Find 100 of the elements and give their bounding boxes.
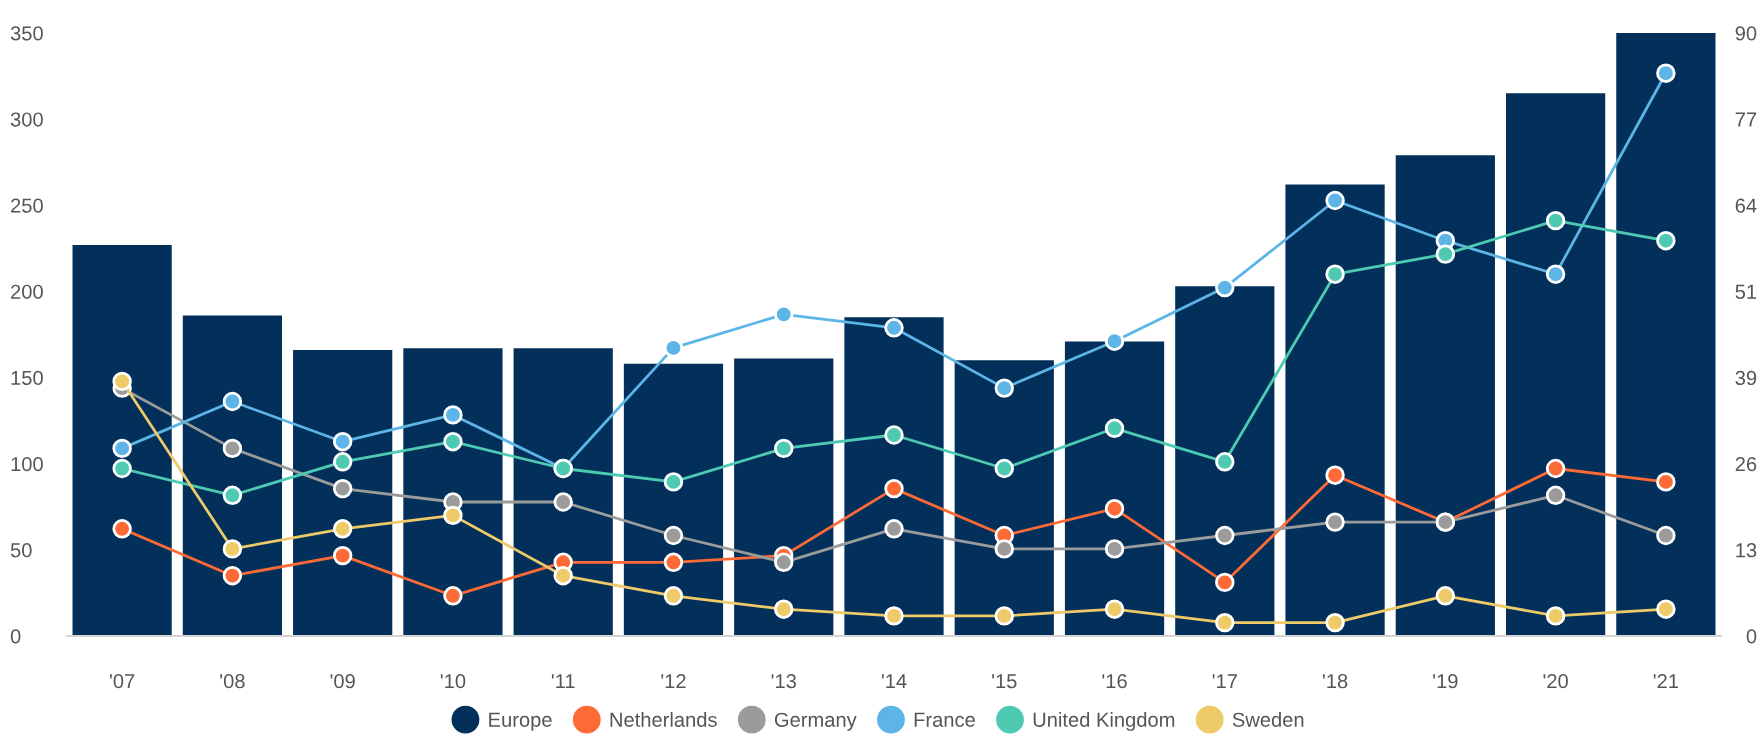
bar bbox=[1616, 33, 1716, 636]
point bbox=[553, 565, 573, 586]
point bbox=[774, 552, 794, 573]
point bbox=[1325, 264, 1345, 284]
point bbox=[994, 458, 1014, 479]
point bbox=[332, 478, 353, 499]
point bbox=[222, 438, 243, 459]
point bbox=[112, 371, 132, 392]
y2-tick-label: 39 bbox=[1735, 370, 1757, 386]
point bbox=[994, 378, 1014, 398]
legend-label: Germany bbox=[774, 712, 857, 731]
point bbox=[222, 565, 243, 586]
y2-tick-label: 77 bbox=[1735, 112, 1757, 127]
point bbox=[443, 586, 463, 606]
legend-label: France bbox=[914, 712, 975, 727]
x-tick-label: '12 bbox=[661, 674, 686, 689]
point bbox=[884, 478, 904, 499]
point bbox=[112, 519, 132, 539]
point bbox=[222, 485, 243, 506]
point bbox=[553, 492, 573, 512]
point bbox=[222, 539, 243, 559]
point bbox=[1215, 612, 1235, 633]
x-tick-label: '08 bbox=[220, 674, 245, 689]
point bbox=[1215, 277, 1235, 298]
bar bbox=[293, 350, 393, 636]
bar bbox=[403, 348, 503, 636]
x-tick-label: '15 bbox=[992, 674, 1017, 689]
point bbox=[1656, 230, 1676, 251]
point bbox=[1656, 63, 1676, 83]
point bbox=[994, 539, 1014, 559]
x-tick-label: '07 bbox=[110, 674, 135, 689]
point bbox=[774, 438, 794, 459]
legend-label: Sweden bbox=[1232, 712, 1304, 727]
point bbox=[332, 545, 353, 566]
point bbox=[1545, 210, 1566, 231]
point bbox=[663, 338, 684, 358]
bar bbox=[1505, 93, 1606, 636]
point bbox=[1104, 498, 1125, 519]
y2-tick-label: 51 bbox=[1735, 284, 1757, 299]
y2-tick-label: 90 bbox=[1735, 26, 1757, 41]
point bbox=[884, 318, 904, 338]
x-tick-label: '13 bbox=[771, 674, 796, 689]
point bbox=[1215, 525, 1235, 546]
x-tick-label: '16 bbox=[1102, 674, 1127, 689]
bar bbox=[734, 358, 834, 636]
bar bbox=[513, 348, 613, 636]
legend-label: United Kingdom bbox=[1033, 712, 1175, 731]
bar bbox=[1285, 184, 1385, 636]
point bbox=[1325, 190, 1345, 211]
y-tick-label: 50 bbox=[10, 543, 32, 558]
point bbox=[1656, 599, 1676, 619]
x-tick-label: '10 bbox=[440, 674, 466, 689]
point bbox=[1325, 612, 1345, 633]
point bbox=[1545, 485, 1566, 506]
point bbox=[443, 431, 463, 452]
x-tick-label: '19 bbox=[1433, 674, 1458, 689]
point bbox=[222, 391, 243, 412]
legend-label: Europe bbox=[489, 712, 552, 731]
point bbox=[1325, 465, 1345, 485]
point bbox=[443, 505, 463, 526]
point bbox=[112, 438, 132, 459]
point bbox=[1656, 472, 1676, 492]
x-tick-label: '21 bbox=[1653, 674, 1679, 689]
point bbox=[1104, 331, 1125, 351]
point bbox=[884, 425, 904, 445]
x-tick-label: '14 bbox=[881, 674, 907, 689]
y-tick-label: 100 bbox=[11, 456, 43, 472]
point bbox=[663, 586, 684, 606]
y2-tick-label: 64 bbox=[1735, 198, 1757, 213]
point bbox=[774, 304, 794, 325]
x-tick-label: '17 bbox=[1212, 674, 1237, 689]
point bbox=[332, 452, 353, 472]
point bbox=[774, 599, 794, 619]
bar bbox=[1175, 286, 1275, 636]
point bbox=[1656, 525, 1676, 546]
y-tick-label: 300 bbox=[10, 112, 43, 127]
point bbox=[1215, 572, 1235, 593]
point bbox=[332, 519, 353, 539]
point bbox=[1545, 458, 1566, 479]
bar bbox=[954, 360, 1054, 636]
point bbox=[884, 519, 904, 539]
point bbox=[884, 606, 904, 626]
point bbox=[1325, 512, 1345, 532]
x-tick-label: '20 bbox=[1543, 674, 1568, 689]
y-tick-label: 200 bbox=[11, 284, 43, 299]
y2-tick-label: 13 bbox=[1736, 543, 1757, 558]
y2-tick-label: 26 bbox=[1735, 456, 1757, 472]
bar bbox=[72, 244, 172, 636]
point bbox=[663, 472, 684, 492]
bar bbox=[182, 315, 283, 636]
y2-tick-label: 0 bbox=[1746, 629, 1757, 644]
point bbox=[994, 606, 1014, 626]
point bbox=[1104, 539, 1125, 559]
legend-label: Netherlands bbox=[610, 712, 717, 727]
bar bbox=[1395, 155, 1495, 636]
y-tick-label: 350 bbox=[10, 26, 43, 41]
point bbox=[112, 458, 132, 479]
point bbox=[443, 405, 463, 425]
point bbox=[663, 525, 684, 546]
point bbox=[332, 431, 353, 452]
